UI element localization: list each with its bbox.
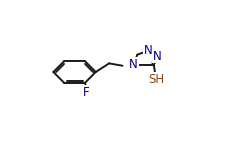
- Text: F: F: [83, 86, 90, 99]
- Text: N: N: [144, 44, 153, 57]
- Text: SH: SH: [148, 73, 164, 86]
- Text: N: N: [129, 58, 138, 71]
- Text: N: N: [153, 50, 162, 62]
